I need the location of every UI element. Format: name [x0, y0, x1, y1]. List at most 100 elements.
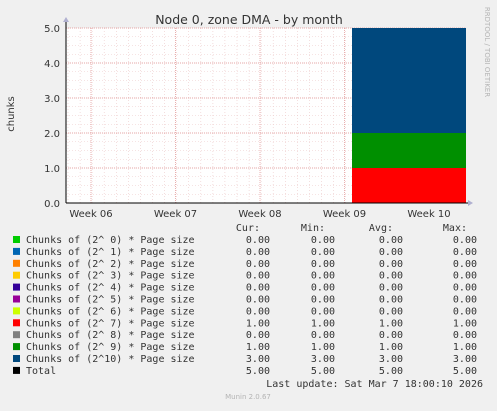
y-tick-label: 2.0	[44, 129, 60, 140]
legend-value-max: 0.00	[453, 259, 477, 270]
legend-swatch	[13, 259, 20, 267]
legend-value-avg: 0.00	[379, 306, 403, 317]
legend-value-max: 0.00	[453, 306, 477, 317]
y-axis-label: chunks	[6, 96, 17, 132]
legend-value-min: 0.00	[311, 330, 335, 341]
legend-value-max: 1.00	[453, 318, 477, 329]
legend-value-avg: 0.00	[379, 283, 403, 294]
legend-value-avg: 3.00	[379, 354, 403, 365]
legend-value-min: 0.00	[311, 283, 335, 294]
x-tick-label: Week 09	[323, 209, 366, 220]
legend-series-name: Chunks of (2^ 3) * Page size	[26, 271, 195, 282]
y-tick-label: 5.0	[44, 24, 60, 35]
legend-value-cur: 0.00	[246, 271, 270, 282]
legend-swatch	[13, 247, 20, 255]
legend-series-name: Chunks of (2^ 0) * Page size	[26, 235, 195, 246]
legend-value-avg: 0.00	[379, 259, 403, 270]
legend-swatch	[13, 319, 20, 327]
legend-value-avg: 0.00	[379, 247, 403, 258]
legend-swatch	[13, 271, 20, 279]
legend-value-max: 3.00	[453, 354, 477, 365]
y-tick-label: 3.0	[44, 94, 60, 105]
legend-series-name: Chunks of (2^10) * Page size	[26, 354, 195, 365]
legend-series-name: Chunks of (2^ 4) * Page size	[26, 283, 195, 294]
x-tick-label: Week 06	[69, 209, 112, 220]
legend-column-header: Max:	[443, 223, 467, 234]
x-tick-label: Week 08	[238, 209, 281, 220]
legend-value-max: 0.00	[453, 271, 477, 282]
legend-swatch	[13, 236, 20, 243]
legend-value-cur: 0.00	[246, 235, 270, 246]
legend-value-max: 0.00	[453, 235, 477, 246]
legend-series-name: Chunks of (2^ 9) * Page size	[26, 342, 195, 353]
legend-value-cur: 1.00	[246, 342, 270, 353]
legend-value-min: 0.00	[311, 259, 335, 270]
rrdtool-side-label: RRDTOOL / TOBI OETIKER	[483, 7, 491, 97]
legend-value-cur: 1.00	[246, 318, 270, 329]
legend-value-cur: 0.00	[246, 306, 270, 317]
legend-value-cur: 0.00	[246, 330, 270, 341]
last-update: Last update: Sat Mar 7 18:00:10 2026	[266, 379, 483, 390]
legend-value-cur: 0.00	[246, 295, 270, 306]
legend-swatch	[13, 331, 20, 339]
legend-value-min: 1.00	[311, 318, 335, 329]
legend-swatch	[13, 366, 20, 374]
legend-value-avg: 1.00	[379, 318, 403, 329]
legend-column-header: Min:	[301, 223, 325, 234]
legend-value-cur: 0.00	[246, 259, 270, 270]
legend-value-max: 0.00	[453, 247, 477, 258]
legend-swatch	[13, 295, 20, 303]
legend-value-avg: 5.00	[379, 366, 403, 377]
legend-series-name: Chunks of (2^ 1) * Page size	[26, 247, 195, 258]
legend-value-min: 5.00	[311, 366, 335, 377]
y-axis-arrow-icon	[63, 17, 69, 22]
area-segment	[352, 168, 466, 203]
legend-value-min: 3.00	[311, 354, 335, 365]
legend-value-min: 1.00	[311, 342, 335, 353]
legend-value-avg: 0.00	[379, 235, 403, 246]
legend-value-min: 0.00	[311, 306, 335, 317]
legend-series-name: Total	[26, 366, 56, 377]
legend-series-name: Chunks of (2^ 6) * Page size	[26, 306, 195, 317]
legend-swatch	[13, 283, 20, 291]
legend-series-name: Chunks of (2^ 5) * Page size	[26, 295, 195, 306]
legend-value-min: 0.00	[311, 271, 335, 282]
legend-value-cur: 5.00	[246, 366, 270, 377]
legend-column-header: Cur:	[236, 223, 260, 234]
legend-value-avg: 0.00	[379, 330, 403, 341]
area-segment	[352, 28, 466, 133]
x-tick-label: Week 07	[154, 209, 197, 220]
legend-value-cur: 3.00	[246, 354, 270, 365]
legend-series-name: Chunks of (2^ 8) * Page size	[26, 330, 195, 341]
legend-swatch	[13, 355, 20, 362]
legend-value-max: 5.00	[453, 366, 477, 377]
legend-column-header: Avg:	[369, 223, 393, 234]
stacked-area	[352, 28, 466, 203]
chart-title: Node 0, zone DMA - by month	[155, 12, 343, 27]
legend-value-max: 0.00	[453, 283, 477, 294]
area-segment	[352, 133, 466, 168]
legend-series-name: Chunks of (2^ 7) * Page size	[26, 318, 195, 329]
legend-value-max: 1.00	[453, 342, 477, 353]
legend-value-min: 0.00	[311, 247, 335, 258]
legend-value-cur: 0.00	[246, 283, 270, 294]
legend-value-max: 0.00	[453, 330, 477, 341]
legend-value-avg: 0.00	[379, 295, 403, 306]
x-axis-arrow-icon	[468, 200, 473, 206]
legend-value-avg: 0.00	[379, 271, 403, 282]
legend-swatch	[13, 343, 20, 351]
y-tick-label: 0.0	[44, 199, 60, 210]
legend-value-min: 0.00	[311, 295, 335, 306]
y-tick-label: 4.0	[44, 59, 60, 70]
legend: Cur: Min: Avg: Max: Chunks of (2^ 0) * Page …	[13, 223, 477, 377]
legend-series-name: Chunks of (2^ 2) * Page size	[26, 259, 195, 270]
legend-value-max: 0.00	[453, 295, 477, 306]
tick-labels: 0.0 1.0 2.0 3.0 4.0 5.0 Week 06 Week 07 Week 08 W…	[44, 24, 451, 220]
x-tick-label: Week 10	[407, 209, 450, 220]
legend-value-min: 0.00	[311, 235, 335, 246]
munin-footer: Munin 2.0.67	[225, 393, 271, 401]
y-tick-label: 1.0	[44, 164, 60, 175]
axes	[63, 17, 473, 206]
